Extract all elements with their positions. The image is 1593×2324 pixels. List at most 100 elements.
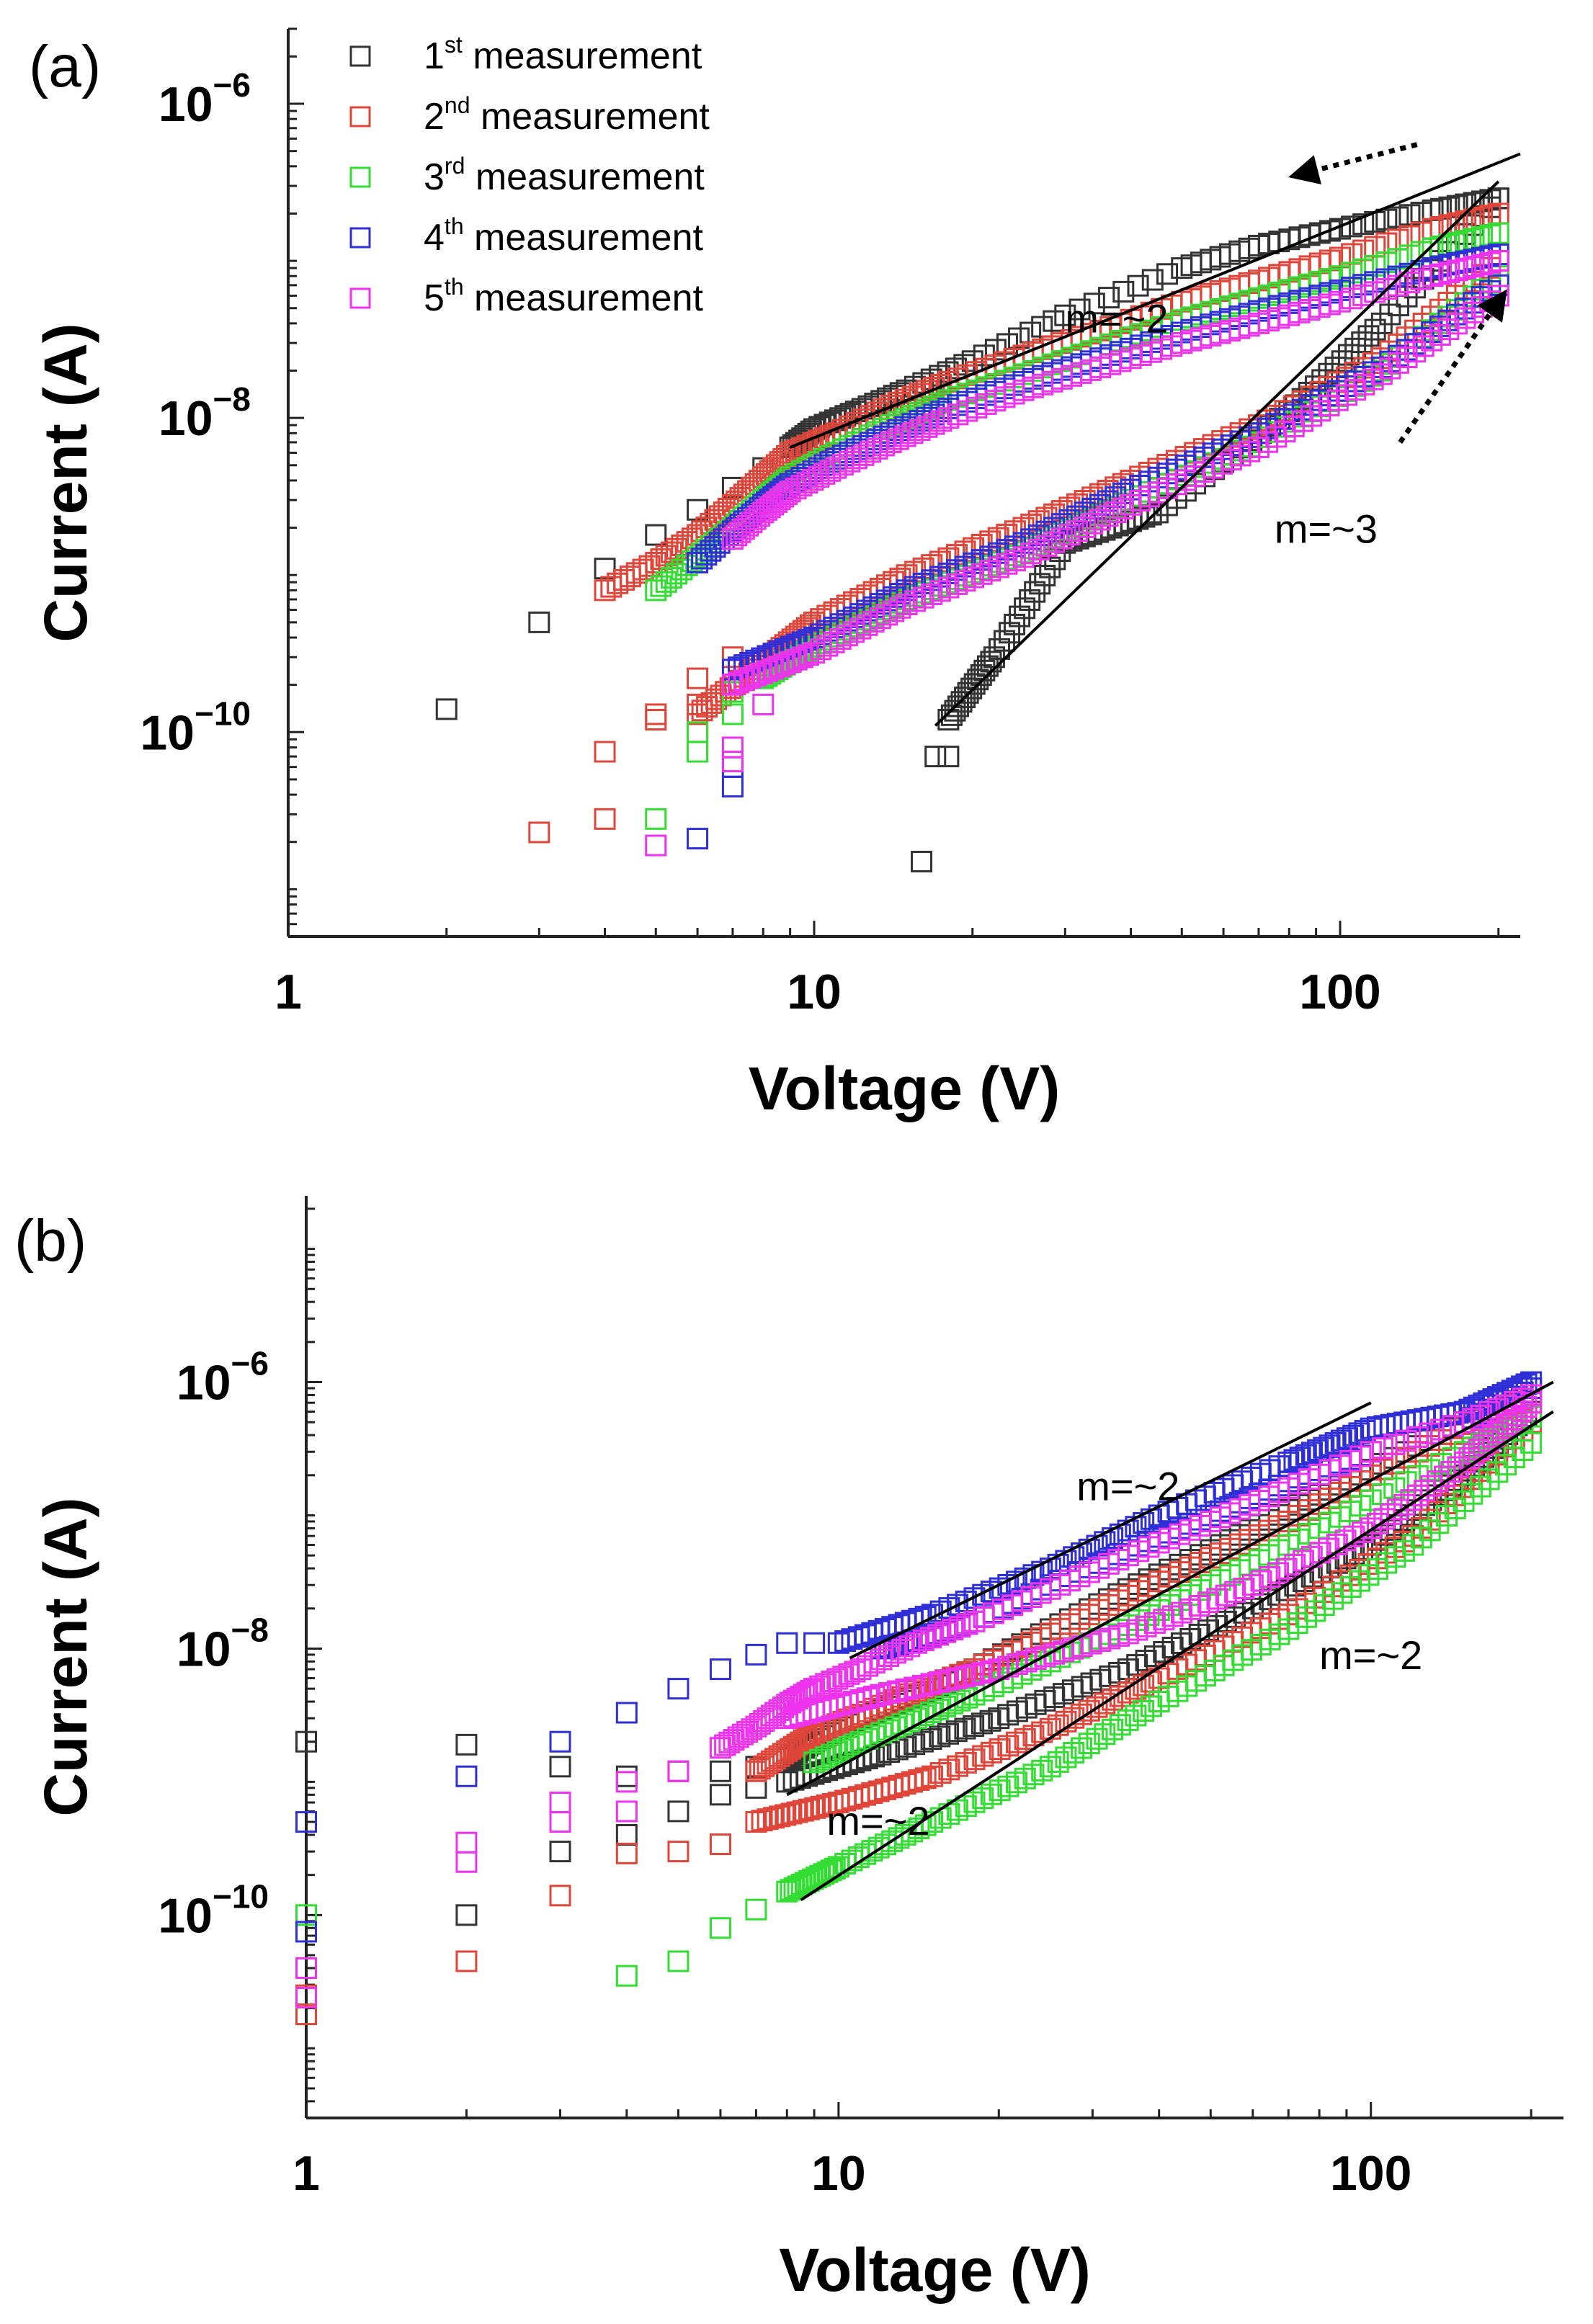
data-point [934,1621,957,1643]
data-point [927,1624,950,1646]
data-point [1083,292,1105,315]
data-point [1412,335,1434,357]
data-point [929,580,951,602]
data-point [721,751,744,773]
data-point [1387,274,1409,297]
data-point [938,1758,960,1781]
data-point [667,1760,690,1782]
data-point [1081,486,1104,509]
data-point [937,1669,960,1691]
data-point [1337,344,1360,366]
data-point [1383,1433,1406,1455]
legend-label: 5th measurement [424,274,704,319]
data-point [1344,337,1367,359]
data-point [1454,307,1476,329]
data-point [780,1802,803,1825]
data-point [970,1662,993,1684]
data-point [1406,1426,1429,1448]
data-point [745,664,767,687]
data-point [1520,1431,1543,1454]
data-point [687,667,709,689]
y-axis-title: Current (A) [32,323,99,642]
data-point [963,566,985,589]
data-point [979,1660,1001,1682]
data-point [870,1684,892,1706]
data-point [776,1632,798,1654]
data-point [1437,292,1460,314]
data-point [1259,1565,1281,1588]
data-point [435,698,458,720]
x-axis-title: Voltage (V) [749,1055,1060,1122]
data-point [1446,259,1468,282]
data-point [1352,258,1375,280]
data-point [1486,1398,1509,1420]
data-point [963,1715,985,1737]
data-point [1058,524,1081,546]
data-point [989,1738,1011,1761]
data-point [873,434,896,457]
data-point [1050,527,1073,550]
data-point [1398,244,1421,267]
panel-a: (a) 1 10 100 10−6 10−8 10−10 Voltage (V) Current… [29,27,1521,1122]
data-point [751,662,773,684]
data-point [903,1733,926,1756]
legend-marker [349,287,371,309]
data-point [1445,313,1468,335]
y-tick-label: 10−10 [158,1877,269,1943]
data-point [1070,1703,1092,1725]
data-point [295,1921,317,1943]
data-point [1357,325,1380,347]
data-point [996,553,1018,575]
data-point [1141,269,1164,291]
data-point [1102,1689,1124,1711]
data-point [1171,257,1193,280]
data-point [883,586,905,608]
data-point [821,1743,843,1766]
data-point [963,1748,986,1771]
data-point [762,658,785,680]
data-point [549,1756,571,1778]
data-point [768,1699,790,1721]
data-point [762,1807,785,1829]
fit-line [934,180,1500,727]
data-point [955,1751,977,1774]
data-point [849,1730,872,1753]
data-point [594,741,616,763]
data-point [790,475,813,497]
data-point [1469,1475,1491,1498]
data-point [1098,287,1120,309]
data-point [1410,1527,1432,1549]
data-point [455,1733,478,1756]
data-point [1089,509,1111,531]
data-point [901,422,924,444]
y-tick-label: 10−10 [140,694,251,760]
x-axis-title: Voltage (V) [779,2236,1090,2304]
data-point [749,1758,771,1780]
data-point [942,1692,964,1715]
data-point [1395,1471,1417,1493]
panel-label: (b) [14,1208,86,1274]
data-point [838,1708,860,1730]
data-point [1250,1570,1272,1592]
data-point [1341,287,1363,310]
legend-marker [349,166,371,188]
series-5 [645,250,1509,857]
data-point [709,1784,731,1806]
data-point [667,1800,690,1823]
data-point [774,653,796,676]
data-point [863,1685,885,1707]
data-point [970,1712,993,1735]
data-point [1341,277,1363,299]
data-point [650,575,672,597]
direction-arrow [1398,289,1507,444]
data-point [1014,1767,1036,1789]
x-tick-label: 1 [293,2146,320,2201]
data-point [921,583,943,605]
data-point [757,1808,779,1831]
data-point [721,527,744,550]
data-point [821,1670,843,1692]
data-point [745,1811,767,1833]
data-point [751,1810,773,1832]
data-point [989,1779,1011,1802]
data-point [295,1811,317,1833]
